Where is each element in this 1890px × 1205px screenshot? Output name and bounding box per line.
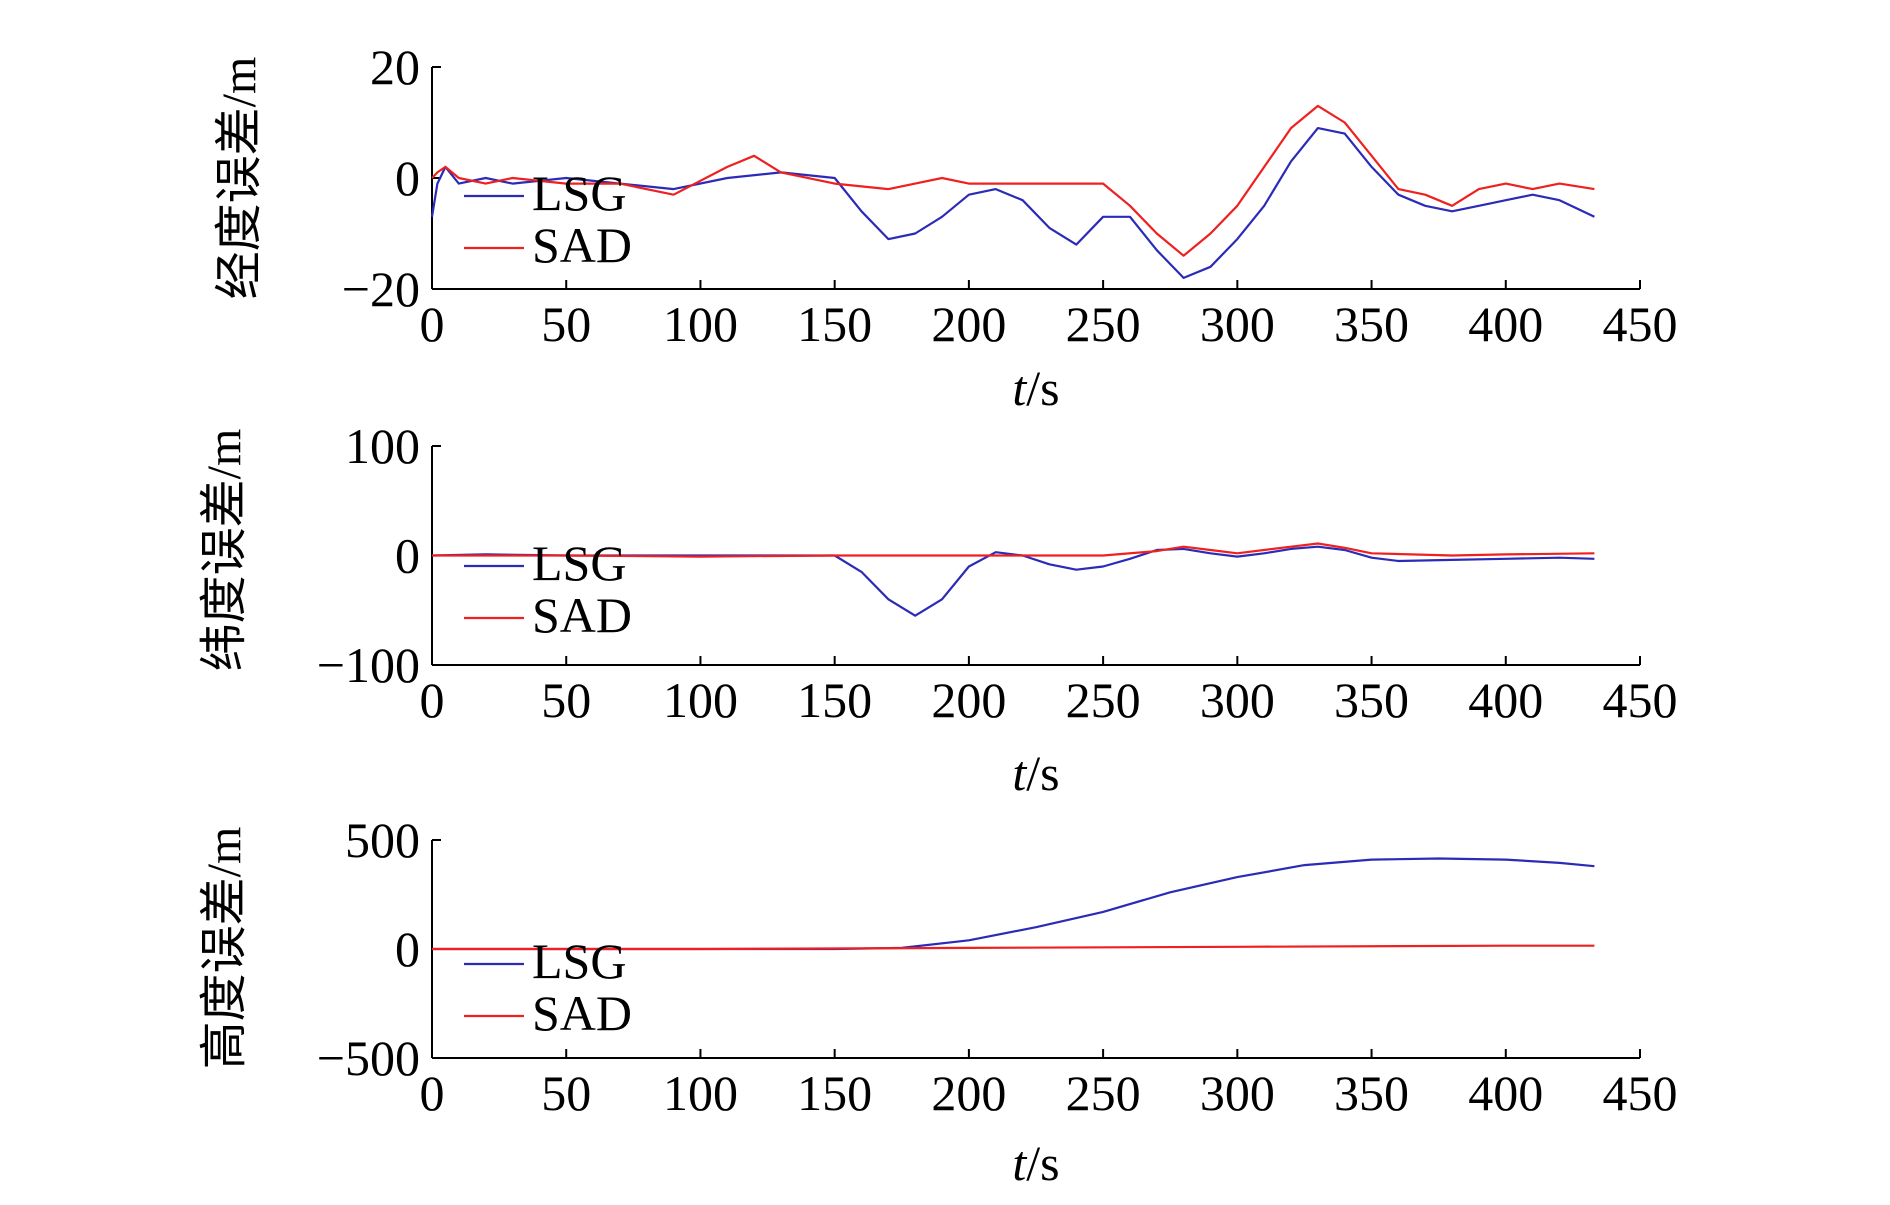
x-tick-label: 400 (1468, 296, 1543, 352)
x-tick-label: 50 (541, 672, 591, 728)
x-tick-label: 450 (1603, 1065, 1678, 1121)
series-line-sad (431, 104, 1595, 257)
series-line-lsg (431, 545, 1595, 617)
x-axis-label: t/s (1012, 745, 1059, 801)
x-tick-label: 250 (1066, 672, 1141, 728)
legend-label-sad: SAD (532, 217, 632, 273)
legend-label-lsg: LSG (532, 933, 626, 989)
x-tick-label: 50 (541, 296, 591, 352)
series-line-lsg (430, 127, 1595, 279)
x-tick-label: 150 (797, 1065, 872, 1121)
x-axis-label: t/s (1012, 1135, 1059, 1191)
y-tick-label: 0 (395, 150, 420, 206)
y-axis-label: 纬度误差/m (198, 429, 251, 672)
x-tick-label: 200 (931, 672, 1006, 728)
x-tick-label: 400 (1468, 672, 1543, 728)
y-tick-label: 20 (370, 39, 420, 95)
x-tick-label: 250 (1066, 296, 1141, 352)
panel-longitude-error: 0 50 100 150 200 250 300 350 400 450200−20t/s经度误差… (213, 39, 1678, 416)
x-tick-label: 350 (1334, 296, 1409, 352)
x-axis-label: t/s (1012, 360, 1059, 416)
x-tick-label: 200 (931, 1065, 1006, 1121)
y-tick-label: 100 (345, 418, 420, 474)
legend-label-sad: SAD (532, 985, 632, 1041)
x-tick-label: 100 (663, 296, 738, 352)
x-tick-label: 400 (1468, 1065, 1543, 1121)
panel-altitude-error: 0 50 100 150 200 250 300 350 400 4505000−500t/s高度… (198, 812, 1678, 1191)
y-tick-label: 0 (395, 528, 420, 584)
x-tick-label: 0 (420, 672, 445, 728)
series-line-sad (432, 944, 1595, 951)
x-tick-label: 450 (1603, 296, 1678, 352)
legend-label-lsg: LSG (532, 165, 626, 221)
x-tick-label: 0 (420, 1065, 445, 1121)
x-tick-label: 150 (797, 672, 872, 728)
legend-label-sad: SAD (532, 587, 632, 643)
x-axis-label-variable: t (1012, 360, 1027, 416)
x-tick-label: 450 (1603, 672, 1678, 728)
x-axis-label-unit: /s (1026, 1135, 1059, 1191)
x-tick-label: 350 (1334, 672, 1409, 728)
x-tick-label: 250 (1066, 1065, 1141, 1121)
x-tick-label: 300 (1200, 672, 1275, 728)
x-tick-label: 300 (1200, 1065, 1275, 1121)
x-tick-label: 150 (797, 296, 872, 352)
x-tick-label: 100 (663, 1065, 738, 1121)
y-tick-label: −100 (317, 637, 420, 693)
x-tick-label: 200 (931, 296, 1006, 352)
x-tick-label: 300 (1200, 296, 1275, 352)
x-axis-label-unit: /s (1026, 360, 1059, 416)
y-axis-label: 高度误差/m (198, 827, 251, 1070)
series-line-sad (432, 542, 1595, 558)
x-tick-label: 100 (663, 672, 738, 728)
y-tick-label: −20 (342, 261, 420, 317)
x-axis-label-unit: /s (1026, 745, 1059, 801)
y-tick-label: 0 (395, 921, 420, 977)
x-tick-label: 0 (420, 296, 445, 352)
y-tick-label: −500 (317, 1030, 420, 1086)
x-axis-label-variable: t (1012, 745, 1027, 801)
x-tick-label: 50 (541, 1065, 591, 1121)
x-axis-label-variable: t (1012, 1135, 1027, 1191)
x-tick-label: 350 (1334, 1065, 1409, 1121)
y-axis-label: 经度误差/m (213, 57, 266, 300)
panel-latitude-error: 0 50 100 150 200 250 300 350 400 4501000−100t/s纬度… (198, 418, 1678, 801)
legend-label-lsg: LSG (532, 535, 626, 591)
y-tick-label: 500 (345, 812, 420, 868)
